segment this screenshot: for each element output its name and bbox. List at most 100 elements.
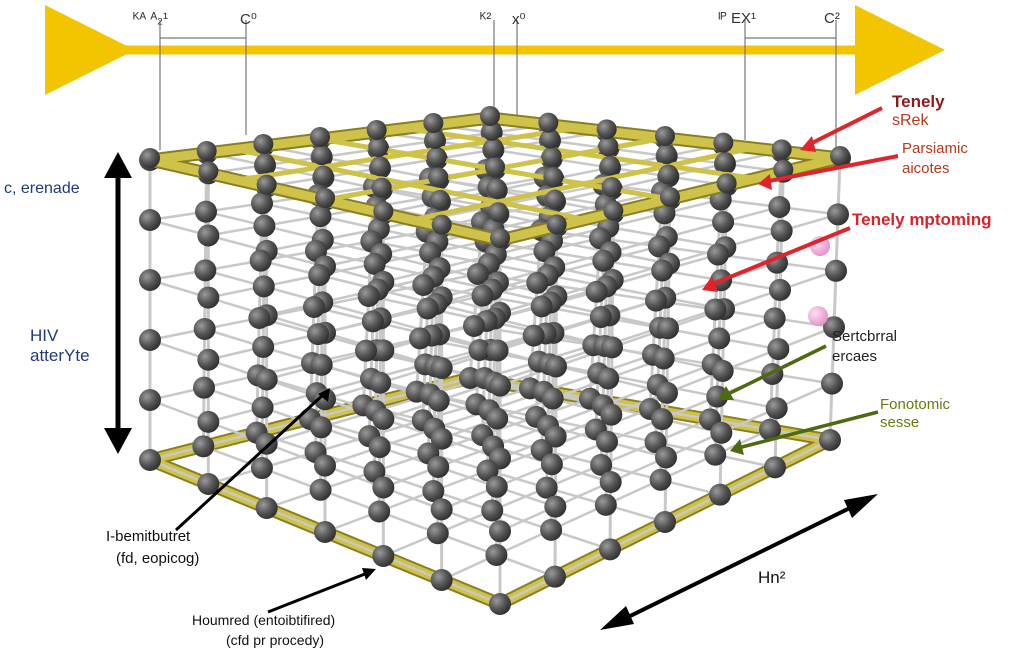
lattice-atom — [712, 211, 735, 234]
lattice-atom — [309, 478, 332, 501]
olive-pointers — [723, 344, 879, 450]
surface-atom — [655, 126, 675, 146]
lattice-atom — [657, 317, 679, 340]
lattice-atom — [526, 271, 549, 294]
surface-atom — [371, 177, 392, 198]
lattice-atom — [139, 329, 161, 351]
lattice-atom — [648, 235, 670, 258]
lattice-atom — [197, 224, 220, 247]
surface-atom — [480, 106, 500, 126]
lattice-atom — [139, 449, 161, 471]
lattice-atom — [430, 569, 453, 591]
lattice-atom — [590, 453, 613, 476]
lattice-atom — [592, 249, 615, 272]
lattice-atom — [530, 295, 553, 318]
lattice-atom — [545, 355, 567, 378]
red-pointers — [707, 106, 899, 288]
scale-label-2: C⁰ — [240, 11, 257, 28]
top-frame-grid — [411, 145, 754, 223]
surface-atom — [716, 173, 737, 194]
lattice-atom — [764, 456, 786, 479]
lattice-atom — [372, 545, 395, 567]
lattice-atom — [139, 269, 161, 291]
lattice-atom — [251, 396, 274, 419]
anno-hiv: HIV — [30, 326, 59, 345]
surface-atom — [541, 146, 562, 167]
anno-tenely-1: Tenely — [892, 92, 945, 111]
lattice-atom — [585, 280, 608, 303]
lattice-atom — [823, 316, 845, 339]
surface-atom — [373, 201, 394, 222]
anno-hiv-sub: atterYte — [30, 346, 90, 365]
lattice-atom — [314, 521, 336, 543]
surface-atom — [483, 137, 504, 158]
surface-atom — [540, 128, 560, 149]
surface-atom — [660, 187, 680, 207]
anno-houmred-sub: (cfd pr procedy) — [226, 632, 325, 648]
lattice-atom — [489, 520, 511, 543]
surface-atom — [366, 120, 387, 140]
lattice-atom — [522, 324, 545, 347]
lattice-atom — [544, 495, 567, 518]
lattice-atom — [197, 410, 220, 433]
surface-atom — [596, 119, 617, 140]
surface-atom — [255, 153, 275, 174]
surface-atom — [598, 136, 619, 157]
lattice-atom — [248, 307, 271, 329]
lattice-atom — [308, 264, 331, 287]
lattice-atom — [430, 427, 453, 450]
lattice-atom — [192, 435, 215, 458]
surface-atom — [253, 134, 274, 154]
lattice-atom — [250, 457, 273, 480]
lattice-atom — [486, 339, 509, 362]
surface-atom — [486, 178, 507, 199]
surface-atom — [481, 120, 502, 141]
lattice-atom — [467, 263, 489, 285]
lattice-atom — [704, 298, 727, 321]
lattice-atom — [596, 430, 618, 453]
black-pointers — [174, 392, 371, 614]
lattice-atom — [139, 209, 161, 231]
lattice-atom — [601, 336, 623, 359]
scale-label-1: ᴷᴬ ᴬ₂¹ — [133, 10, 168, 27]
lattice-atom — [652, 347, 675, 370]
lattice-atom — [709, 483, 731, 506]
lattice-atom — [372, 339, 395, 362]
lattice-atom — [416, 297, 439, 320]
surface-atom — [196, 141, 217, 161]
lattice-atom — [357, 285, 380, 307]
anno-parsiamic: Parsiamic — [902, 140, 968, 157]
lattice-atom — [544, 425, 567, 448]
lattice-atom — [481, 499, 504, 522]
surface-atom — [431, 214, 452, 235]
anno-fonotomic: Fonotomic — [880, 396, 951, 413]
lattice-atom — [369, 371, 392, 394]
lattice-atom — [544, 565, 566, 588]
anno-fonotomic-sub: sesse — [880, 414, 920, 431]
surface-atom — [485, 157, 505, 177]
anno-sertcbrral-sub: ercaes — [832, 348, 878, 365]
lattice-atom — [422, 480, 445, 502]
surface-atom — [315, 188, 335, 208]
lattice-atom — [708, 327, 731, 350]
depth-arrow — [617, 501, 861, 624]
dopant-atom — [808, 306, 828, 326]
lattice-atom — [540, 518, 563, 541]
surface-atom — [771, 139, 792, 160]
lattice-atom — [310, 353, 333, 376]
surface-atom — [773, 159, 794, 180]
surface-atom — [656, 144, 677, 165]
lattice-atom — [645, 289, 667, 312]
surface-atom — [600, 155, 620, 176]
lattice-atom — [427, 389, 450, 412]
lattice-atom — [252, 335, 275, 358]
surface-atom — [488, 202, 509, 223]
lattice-atom — [770, 219, 793, 242]
lattice-atom — [821, 372, 843, 395]
lattice-atom — [533, 240, 556, 263]
lattice-atom — [707, 243, 729, 266]
lattice-atom — [253, 214, 276, 237]
surface-atom — [538, 112, 559, 133]
lattice-atom — [819, 429, 841, 451]
